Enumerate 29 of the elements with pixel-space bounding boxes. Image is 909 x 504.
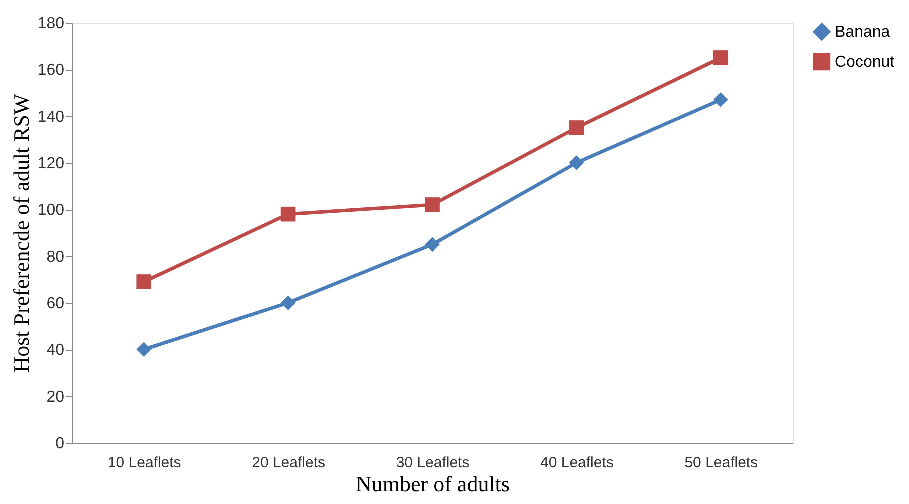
x-axis-title: Number of adults bbox=[356, 472, 510, 496]
point bbox=[425, 198, 440, 212]
point bbox=[425, 237, 440, 252]
point bbox=[713, 92, 728, 108]
y-axis-title: Host Preferencde of adult RSW bbox=[8, 94, 34, 373]
x-tick-label: 50 Leaflets bbox=[684, 454, 758, 472]
x-tick-label: 40 Leaflets bbox=[540, 454, 614, 472]
point bbox=[136, 342, 152, 358]
y-tick-label: 180 bbox=[38, 16, 65, 32]
y-tick-label: 160 bbox=[38, 62, 65, 80]
y-tick-label: 0 bbox=[56, 436, 65, 452]
y-tick-label: 100 bbox=[38, 202, 65, 220]
point bbox=[136, 274, 152, 290]
y-tick-label: 120 bbox=[38, 156, 65, 172]
y-tick-label: 80 bbox=[46, 248, 65, 266]
point bbox=[713, 50, 728, 66]
x-tick-label: 20 Leaflets bbox=[252, 454, 326, 472]
y-tick-label: 140 bbox=[38, 108, 65, 126]
y-tick-label: 40 bbox=[46, 342, 65, 360]
point bbox=[280, 206, 296, 222]
y-tick-label: 60 bbox=[46, 296, 65, 312]
point bbox=[569, 156, 584, 170]
point bbox=[569, 120, 584, 136]
y-tick-label: 20 bbox=[46, 388, 65, 406]
point bbox=[280, 296, 296, 310]
x-tick-label: 30 Leaflets bbox=[396, 454, 470, 472]
legend-label: Banana bbox=[835, 24, 890, 41]
x-tick-label: 10 Leaflets bbox=[108, 454, 182, 472]
legend-label: Coconut bbox=[835, 54, 896, 71]
